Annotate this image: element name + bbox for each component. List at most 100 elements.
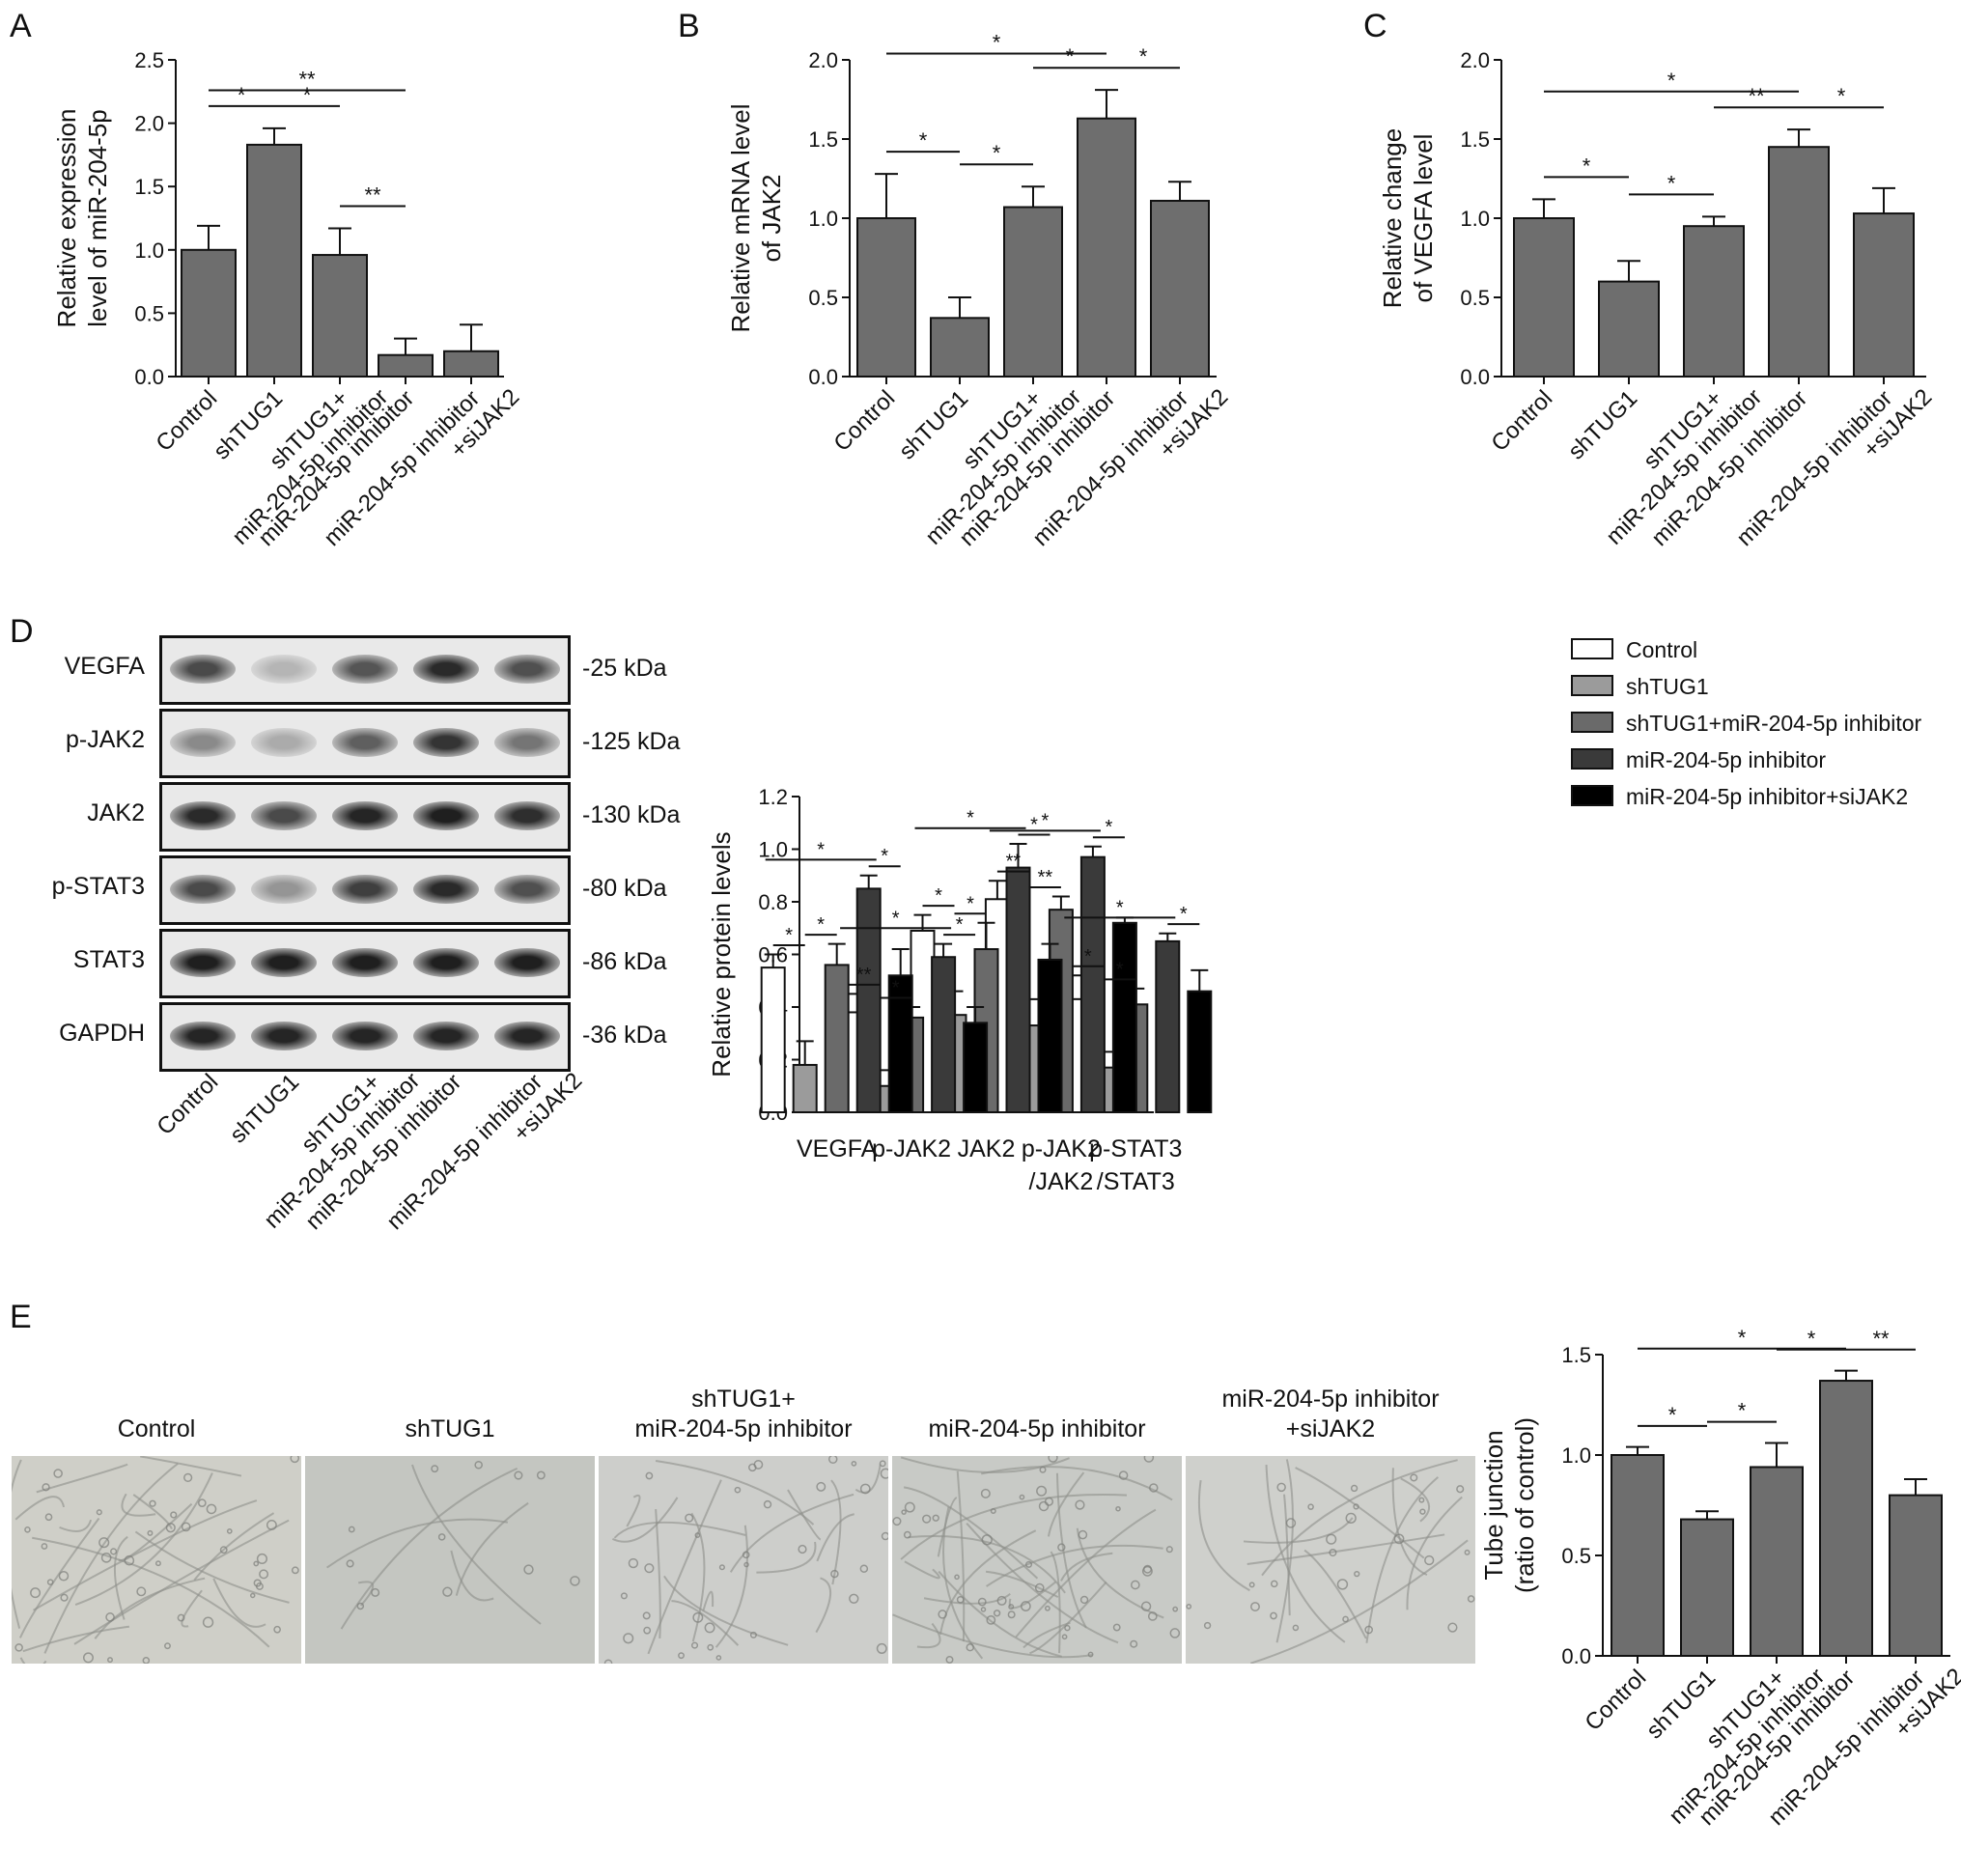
tube-network [326, 1460, 580, 1630]
tube-formation-image [1186, 1456, 1475, 1664]
blot-lane-label: Control [152, 1069, 223, 1140]
significance-mark: * [1066, 44, 1075, 69]
tube-formation-image [892, 1456, 1182, 1664]
bar [1819, 1380, 1873, 1658]
significance-mark: * [966, 808, 974, 829]
bar [1155, 939, 1181, 1113]
bar [1768, 146, 1830, 378]
panel-letter-b: B [678, 8, 700, 44]
legend-label: miR-204-5p inhibitor [1626, 747, 1826, 772]
group-label: p-JAK2 [872, 1135, 951, 1162]
chart-c: 0.0 0.5 1.0 1.5 2.0 Relative changeof VEGFA l… [1378, 48, 1937, 571]
panel-letter-e: E [10, 1299, 32, 1335]
blot-protein-label: GAPDH [59, 1020, 145, 1047]
significance-mark: * [238, 83, 246, 107]
bar [1750, 1466, 1804, 1657]
significance-mark: * [1139, 44, 1148, 69]
blot-strip [159, 635, 571, 705]
bar [378, 353, 434, 378]
bar [1150, 199, 1210, 378]
y-tick-label: 1.2 [758, 785, 788, 809]
significance-mark: * [817, 839, 825, 860]
chart-a: 0.0 0.5 1.0 1.5 2.0 2.5 Relative expressionlev… [52, 48, 524, 551]
y-tick-label: 0.5 [1460, 286, 1490, 310]
significance-mark: * [785, 925, 793, 946]
legend-swatch [1571, 675, 1613, 696]
tube-network [1186, 1459, 1475, 1664]
significance-mark: * [1106, 817, 1113, 838]
y-tick-label: 2.0 [808, 48, 838, 72]
blot-band [494, 728, 560, 757]
bar [930, 317, 990, 378]
y-axis-label: Relative protein levels [707, 831, 736, 1077]
tube-image-title: miR-204-5p inhibitor [928, 1415, 1146, 1442]
y-tick-label: 2.0 [1460, 48, 1490, 72]
significance-mark: * [993, 141, 1001, 165]
significance-mark: ** [856, 965, 872, 986]
bar [855, 887, 882, 1113]
significance-mark: * [1668, 1403, 1677, 1427]
significance-mark: * [1116, 897, 1124, 918]
significance-mark: ** [1748, 84, 1765, 108]
blot-band [170, 875, 236, 904]
y-tick-label: 0.5 [1561, 1544, 1591, 1568]
y-tick-label: 0.8 [758, 890, 788, 914]
blot-band [332, 728, 398, 757]
y-tick-label: 1.5 [1561, 1343, 1591, 1367]
blot-strip [159, 709, 571, 778]
bar [1187, 990, 1213, 1114]
tube-network [12, 1456, 300, 1664]
bar [1079, 855, 1106, 1113]
significance-mark: * [1667, 171, 1676, 195]
group-label: JAK2 [958, 1135, 1016, 1162]
bar [1513, 217, 1575, 378]
significance-mark: * [1837, 84, 1846, 108]
blot-band [170, 1022, 236, 1050]
blot-band [332, 1022, 398, 1050]
bar [1005, 866, 1031, 1114]
y-tick-label: 2.5 [134, 48, 164, 72]
significance-mark: * [881, 846, 888, 867]
y-tick-label: 0.0 [1561, 1644, 1591, 1668]
bar [1037, 958, 1063, 1114]
panel-letter-d: D [10, 613, 34, 650]
x-tick-label: miR-204-5p inhibitor+siJAK2 [1731, 365, 1937, 571]
tube-formation-image [12, 1456, 301, 1664]
significance-mark: * [1042, 810, 1050, 831]
significance-mark: * [1030, 815, 1038, 836]
significance-mark: * [956, 914, 964, 936]
blot-protein-label: p-JAK2 [66, 726, 145, 753]
blot-lane-label: shTUG1 [225, 1069, 304, 1148]
blot-band [413, 948, 479, 977]
blot-band [332, 875, 398, 904]
y-tick-label: 2.0 [134, 112, 164, 136]
significance-mark: * [1738, 1326, 1747, 1350]
y-axis-label: Relative expressionlevel of miR-204-5p [52, 109, 112, 328]
tube-image-title: shTUG1+ miR-204-5p inhibitor [634, 1386, 853, 1442]
significance-mark: * [303, 83, 312, 107]
blot-band [251, 875, 317, 904]
significance-mark: * [993, 30, 1001, 54]
chart-e: 0.0 0.5 1.0 1.5 Tube junction(ratio of contr… [1479, 1326, 1961, 1831]
blot-kda-label: -36 kDa [582, 1022, 667, 1049]
blot-band [413, 1022, 479, 1050]
blot-strip [159, 782, 571, 852]
blot-kda-label: -25 kDa [582, 655, 667, 682]
tube-image-title: miR-204-5p inhibitor +siJAK2 [1221, 1386, 1440, 1442]
bar [181, 248, 237, 378]
blot-band [251, 728, 317, 757]
tube-network [892, 1456, 1181, 1664]
blot-band [170, 801, 236, 830]
bar [246, 143, 302, 378]
blot-protein-label: p-STAT3 [51, 873, 145, 900]
legend-label: shTUG1+miR-204-5p inhibitor [1626, 711, 1921, 736]
y-tick-label: 0.0 [808, 365, 838, 389]
bar [856, 217, 916, 378]
blot-kda-label: -130 kDa [582, 801, 681, 828]
blot-protein-label: JAK2 [87, 799, 145, 826]
blot-strip [159, 855, 571, 925]
panel-letter-a: A [10, 8, 32, 44]
significance-mark: * [1667, 69, 1676, 93]
significance-mark: * [966, 893, 974, 914]
